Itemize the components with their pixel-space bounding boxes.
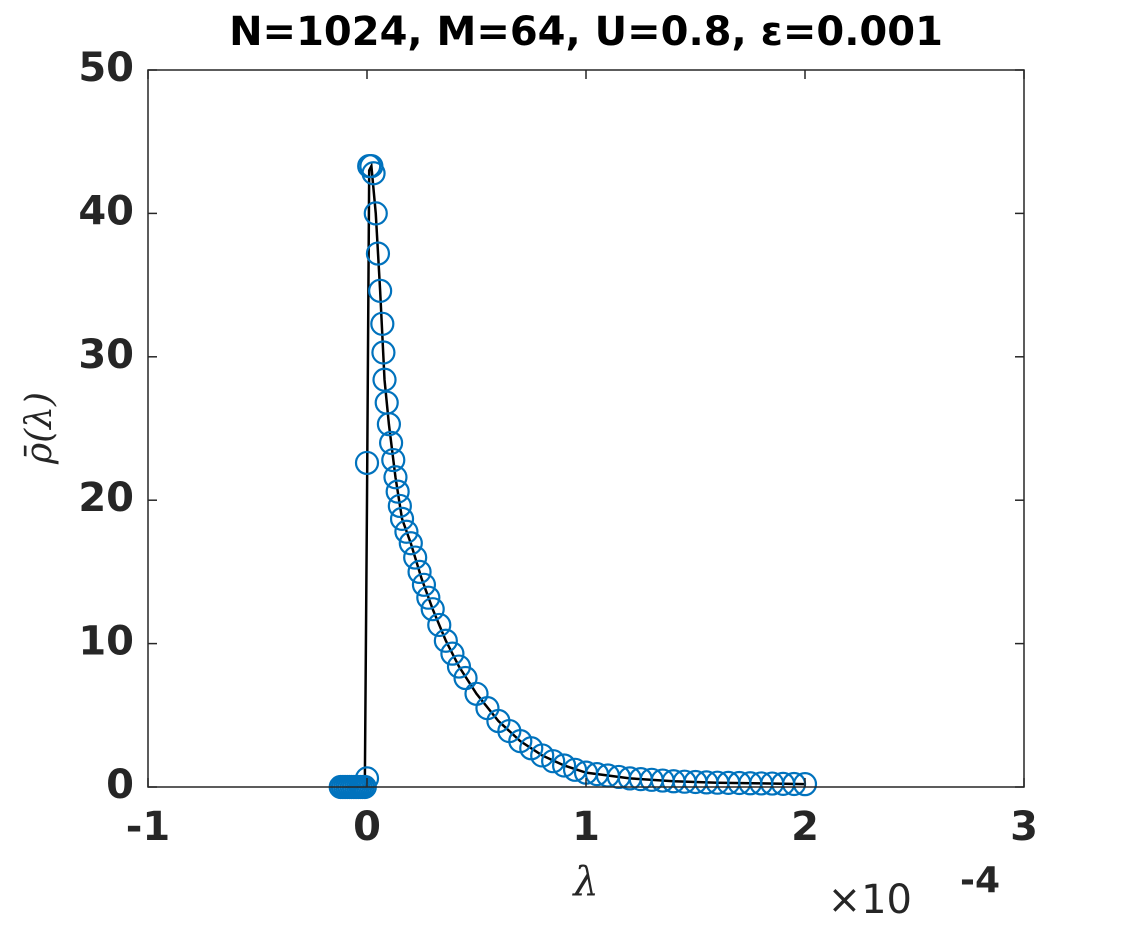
x-tick-label: 0 (353, 804, 381, 850)
x-multiplier-exponent: -4 (960, 860, 1000, 901)
data-line (345, 161, 806, 789)
data-point (387, 493, 412, 519)
x-tick-label: 1 (572, 804, 600, 850)
data-point (433, 628, 458, 653)
y-tick-label: 10 (78, 619, 134, 665)
data-point (398, 531, 423, 556)
data-point (446, 654, 472, 679)
data-point (403, 545, 428, 570)
x-multiplier-sign: ×10 (828, 877, 912, 923)
data-point (530, 743, 555, 768)
data-point (411, 572, 437, 597)
y-axis-label: ρ̄(λ) (19, 392, 60, 465)
data-point (440, 641, 465, 666)
x-axis-label: λ (571, 859, 598, 905)
data-point (354, 766, 380, 791)
data-point (381, 447, 406, 473)
data-point (361, 161, 386, 186)
x-tick-label: 3 (1010, 804, 1038, 850)
data-point (370, 311, 395, 336)
chart-title: N=1024, M=64, U=0.8, ε=0.001 (229, 9, 943, 55)
y-tick-label: 20 (78, 475, 134, 521)
data-point (383, 465, 408, 490)
y-tick-label: 40 (78, 188, 134, 234)
data-point (541, 749, 566, 774)
y-tick-label: 30 (78, 332, 134, 378)
data-point (354, 450, 380, 476)
y-tick-label: 50 (78, 45, 134, 91)
data-point (551, 753, 577, 778)
data-point (792, 772, 818, 797)
data-point (372, 367, 397, 392)
x-tick-label: -1 (126, 804, 170, 850)
data-point (365, 241, 391, 266)
data-point (389, 506, 415, 531)
data-point (416, 585, 441, 610)
data-point (427, 612, 452, 638)
data-point (420, 597, 445, 622)
data-point (378, 430, 404, 455)
data-point (385, 479, 410, 504)
data-point (363, 201, 388, 226)
data-point (394, 519, 419, 544)
x-tick-label: 2 (791, 804, 819, 850)
y-tick-label: 0 (106, 762, 134, 808)
data-point (371, 340, 396, 365)
data-point (376, 412, 401, 437)
data-point (368, 278, 393, 303)
data-point (407, 559, 432, 585)
